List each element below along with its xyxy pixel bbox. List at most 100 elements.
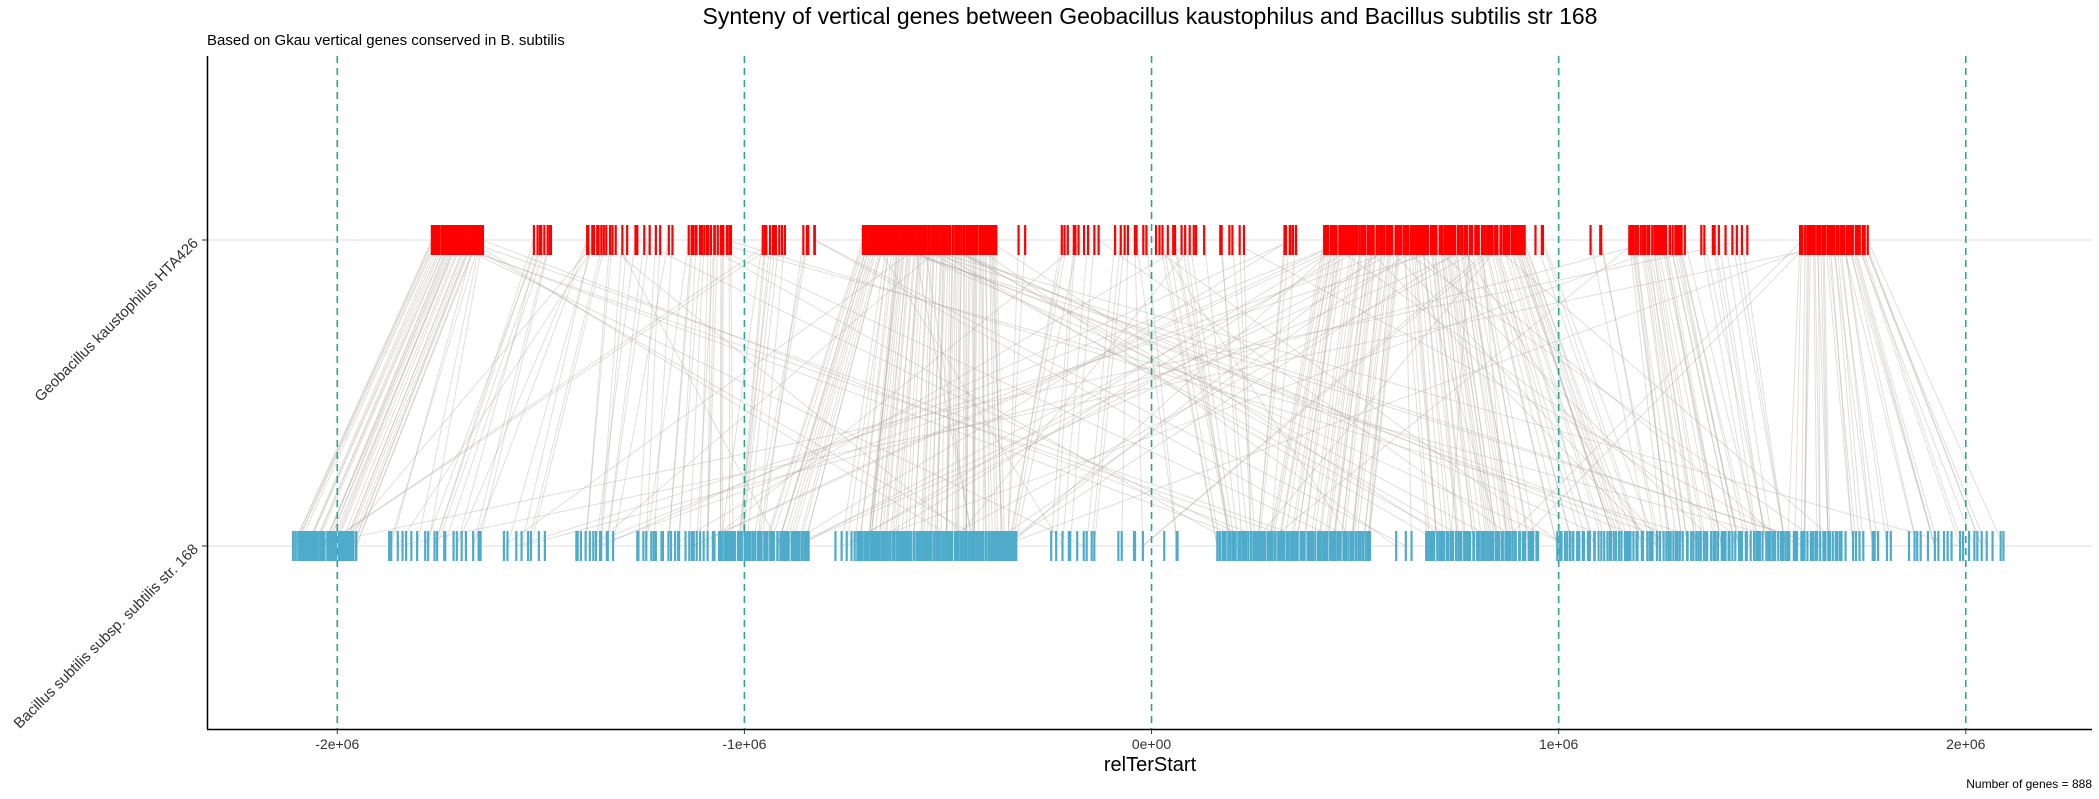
synteny-link <box>1203 239 1239 547</box>
bacillus-gene-mark <box>1490 531 1493 561</box>
geobacillus-gene-mark <box>780 225 784 255</box>
geobacillus-gene-mark <box>1381 225 1384 255</box>
bacillus-gene-mark <box>957 531 960 561</box>
synteny-link <box>846 239 891 547</box>
geobacillus-gene-mark <box>1866 225 1869 255</box>
synteny-link <box>869 239 904 547</box>
geobacillus-gene-mark <box>956 225 959 255</box>
synteny-link <box>1422 239 1449 547</box>
synteny-link <box>1405 239 1412 547</box>
synteny-link <box>1333 239 1372 547</box>
synteny-link <box>1524 239 1631 547</box>
synteny-link <box>1487 239 1566 547</box>
bacillus-gene-mark <box>1933 531 1936 561</box>
geobacillus-gene-mark <box>1631 225 1634 255</box>
synteny-link <box>1640 239 1684 547</box>
bacillus-gene-mark <box>333 531 336 561</box>
bacillus-gene-mark <box>998 531 1001 561</box>
geobacillus-gene-mark <box>1024 225 1027 255</box>
synteny-link <box>1660 239 1723 547</box>
synteny-link <box>1387 239 1826 547</box>
bacillus-gene-mark <box>1482 531 1486 561</box>
bacillus-gene-mark <box>912 531 916 561</box>
bacillus-gene-mark <box>1460 531 1463 561</box>
geobacillus-gene-mark <box>943 225 946 255</box>
bacillus-gene-mark <box>1333 531 1336 561</box>
geobacillus-gene-mark <box>1351 225 1354 255</box>
bacillus-gene-mark <box>745 531 748 561</box>
synteny-link <box>468 239 967 547</box>
synteny-link <box>1411 239 1503 547</box>
synteny-link <box>1819 239 1829 547</box>
synteny-link <box>746 239 780 547</box>
bacillus-gene-mark <box>991 531 994 561</box>
bacillus-gene-mark <box>588 531 591 561</box>
synteny-link <box>881 239 909 547</box>
synteny-link <box>1849 239 1936 547</box>
bacillus-gene-mark <box>303 531 306 561</box>
synteny-link <box>973 239 978 547</box>
bacillus-gene-mark <box>1695 531 1698 561</box>
geobacillus-gene-mark <box>481 225 485 255</box>
geobacillus-gene-mark <box>433 225 436 255</box>
bacillus-gene-mark <box>772 531 775 561</box>
synteny-link <box>397 239 599 547</box>
synteny-link <box>757 239 809 547</box>
geobacillus-gene-mark <box>462 225 465 255</box>
geobacillus-gene-mark <box>887 225 891 255</box>
bacillus-gene-mark <box>650 531 653 561</box>
synteny-link <box>1656 239 1716 547</box>
bacillus-gene-mark <box>1669 531 1672 561</box>
geobacillus-gene-mark <box>802 225 805 255</box>
bacillus-gene-mark <box>1501 531 1504 561</box>
bacillus-gene-mark <box>1457 531 1460 561</box>
bacillus-gene-mark <box>1234 531 1237 561</box>
synteny-link <box>326 239 457 547</box>
bacillus-gene-mark <box>740 531 743 561</box>
synteny-link <box>1444 239 1488 547</box>
synteny-link <box>1439 239 1478 547</box>
synteny-link <box>965 239 970 547</box>
bacillus-gene-mark <box>1623 531 1627 561</box>
geobacillus-gene-mark <box>1700 225 1703 255</box>
geobacillus-gene-mark <box>1510 225 1514 255</box>
bacillus-gene-mark <box>790 531 793 561</box>
synteny-link <box>1412 239 1438 547</box>
geobacillus-gene-mark <box>605 225 608 255</box>
synteny-link <box>427 239 484 547</box>
synteny-link <box>323 239 783 547</box>
bacillus-gene-mark <box>1291 531 1294 561</box>
bacillus-gene-mark <box>313 531 316 561</box>
bacillus-gene-mark <box>338 531 341 561</box>
synteny-link <box>1841 239 1918 547</box>
geobacillus-gene-mark <box>978 225 981 255</box>
geobacillus-gene-mark <box>546 225 549 255</box>
synteny-link <box>921 239 936 547</box>
geobacillus-gene-mark <box>1184 225 1187 255</box>
bacillus-gene-mark <box>888 531 892 561</box>
bacillus-gene-mark <box>1323 531 1326 561</box>
synteny-link <box>1007 239 1026 547</box>
bacillus-gene-mark <box>1690 531 1693 561</box>
geobacillus-gene-mark <box>1417 225 1420 255</box>
bacillus-gene-mark <box>1306 531 1309 561</box>
geobacillus-gene-mark <box>1541 225 1545 255</box>
bacillus-gene-mark <box>1769 531 1772 561</box>
bacillus-gene-mark <box>1606 531 1609 561</box>
geobacillus-gene-mark <box>1804 225 1807 255</box>
bacillus-gene-mark <box>1231 531 1235 561</box>
synteny-link <box>728 239 731 547</box>
geobacillus-gene-mark <box>602 225 605 255</box>
synteny-link <box>323 239 451 547</box>
bacillus-gene-mark <box>1756 531 1760 561</box>
bacillus-gene-mark <box>1686 531 1689 561</box>
bacillus-gene-mark <box>1844 531 1847 561</box>
geobacillus-gene-mark <box>1843 225 1846 255</box>
bacillus-gene-mark <box>760 531 763 561</box>
geobacillus-gene-mark <box>436 225 439 255</box>
synteny-link <box>585 239 1349 547</box>
geobacillus-gene-mark <box>960 225 963 255</box>
synteny-link <box>1642 239 1684 547</box>
synteny-link <box>1662 239 1723 547</box>
bacillus-gene-mark <box>927 531 930 561</box>
